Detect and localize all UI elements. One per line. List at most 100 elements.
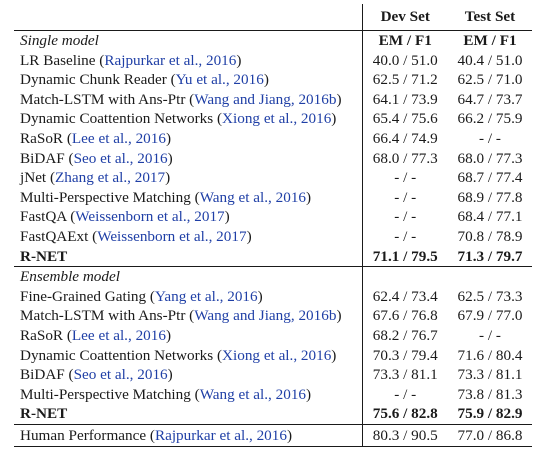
- model-cell: RaSoR (Lee et al., 2016): [20, 129, 172, 147]
- model-cell: Dynamic Coattention Networks (Xiong et a…: [20, 110, 337, 128]
- model-cell: Dynamic Coattention Networks (Xiong et a…: [20, 346, 337, 364]
- model-name: Multi-Perspective Matching: [20, 385, 191, 403]
- dev-score: 67.6 / 76.8: [361, 306, 448, 326]
- section-header-row: Single model EM / F1 EM / F1: [14, 29, 532, 51]
- dev-score: 75.6 / 82.8: [361, 404, 448, 425]
- model-name: Match-LSTM with Ans-Ptr: [20, 307, 186, 325]
- test-score: 62.5 / 71.0: [457, 71, 523, 89]
- dev-score: - / -: [361, 187, 448, 208]
- model-name: BiDAF: [20, 366, 65, 384]
- model-name: R-NET: [20, 247, 68, 265]
- dev-score: - / -: [361, 168, 448, 188]
- dev-score: 62.5 / 71.2: [361, 70, 448, 90]
- test-score: 68.4 / 77.1: [457, 208, 523, 226]
- model-name: Multi-Perspective Matching: [20, 188, 191, 206]
- model-name: BiDAF: [20, 149, 65, 167]
- model-name: Fine-Grained Gating: [20, 287, 147, 305]
- header-row: Dev Set Test Set: [14, 4, 532, 31]
- dev-score: 64.1 / 73.9: [361, 89, 448, 110]
- dev-score: 71.1 / 79.5: [361, 246, 448, 267]
- model-name: Human Performance: [20, 426, 147, 444]
- test-score: 77.0 / 86.8: [448, 423, 532, 447]
- citation-link: Xiong et al., 2016: [222, 110, 332, 128]
- test-score: 70.8 / 78.9: [457, 227, 523, 245]
- test-score: - / -: [479, 326, 501, 344]
- citation-link: Seo et al., 2016: [73, 149, 168, 167]
- dev-score: 40.0 / 51.0: [361, 50, 448, 71]
- model-cell: Match-LSTM with Ans-Ptr (Wang and Jiang,…: [20, 307, 342, 325]
- table-row: FastQAExt (Weissenborn et al., 2017) - / …: [14, 226, 532, 247]
- dev-empty-cell: [361, 266, 448, 287]
- model-cell: Dynamic Chunk Reader (Yu et al., 2016): [20, 71, 269, 89]
- dev-score: - / -: [361, 384, 448, 405]
- model-cell: Match-LSTM with Ans-Ptr (Wang and Jiang,…: [20, 90, 342, 108]
- test-score: 68.0 / 77.3: [457, 149, 523, 167]
- table-row: RaSoR (Lee et al., 2016) 66.4 / 74.9 - / -: [14, 128, 532, 149]
- dev-score: - / -: [361, 207, 448, 227]
- table-body: Single model EM / F1 EM / F1 LR Baseline (R…: [14, 29, 532, 447]
- model-cell: RaSoR (Lee et al., 2016): [20, 326, 172, 344]
- model-cell: R-NET: [14, 247, 362, 267]
- model-cell: Multi-Perspective Matching (Wang et al.,…: [20, 188, 312, 206]
- table-row: Multi-Perspective Matching (Wang et al.,…: [14, 384, 532, 405]
- table-row: BiDAF (Seo et al., 2016) 68.0 / 77.3 68.0 …: [14, 148, 532, 169]
- model-name: RaSoR: [20, 129, 64, 147]
- table-row: Dynamic Chunk Reader (Yu et al., 2016) 62…: [14, 70, 532, 90]
- results-table: Dev Set Test Set Single model EM / F1 EM /…: [14, 4, 532, 447]
- dev-score: 66.4 / 74.9: [361, 128, 448, 149]
- dev-score: 80.3 / 90.5: [361, 423, 448, 447]
- model-cell: BiDAF (Seo et al., 2016): [20, 149, 173, 167]
- model-name: RaSoR: [20, 326, 64, 344]
- test-score: 67.9 / 77.0: [457, 307, 523, 325]
- citation-link: Wang and Jiang, 2016b: [194, 90, 337, 108]
- dev-score: 70.3 / 79.4: [361, 345, 448, 366]
- table-row: Human Performance (Rajpurkar et al., 201…: [14, 423, 532, 447]
- model-cell: R-NET: [14, 404, 362, 424]
- citation-link: Rajpurkar et al., 2016: [104, 51, 237, 69]
- table-row: Dynamic Coattention Networks (Xiong et a…: [14, 345, 532, 366]
- dev-metric-label: EM / F1: [361, 29, 448, 51]
- citation-link: Wang and Jiang, 2016b: [194, 307, 337, 325]
- citation-link: Wang et al., 2016: [199, 385, 307, 403]
- citation-link: Yang et al., 2016: [154, 287, 258, 305]
- citation-link: Yu et al., 2016: [175, 71, 264, 89]
- test-empty-cell: [448, 266, 532, 287]
- model-name: Dynamic Coattention Networks: [20, 110, 214, 128]
- test-score: 68.7 / 77.4: [457, 169, 523, 187]
- model-cell: Human Performance (Rajpurkar et al., 201…: [14, 423, 362, 447]
- table-row: Multi-Perspective Matching (Wang et al.,…: [14, 187, 532, 208]
- citation-link: Lee et al., 2016: [71, 326, 166, 344]
- test-score: 66.2 / 75.9: [457, 110, 523, 128]
- test-score: 62.5 / 73.3: [457, 287, 523, 305]
- test-score: 75.9 / 82.9: [457, 405, 523, 423]
- model-cell: Multi-Perspective Matching (Wang et al.,…: [20, 385, 312, 403]
- test-score: - / -: [479, 129, 501, 147]
- model-name: jNet: [20, 169, 47, 187]
- table-row: BiDAF (Seo et al., 2016) 73.3 / 81.1 73.3 …: [14, 365, 532, 385]
- model-cell: FastQA (Weissenborn et al., 2017): [20, 208, 230, 226]
- test-score: 40.4 / 51.0: [457, 51, 523, 69]
- citation-link: Weissenborn et al., 2017: [97, 227, 247, 245]
- dev-score: 73.3 / 81.1: [361, 365, 448, 385]
- citation-link: Weissenborn et al., 2017: [75, 208, 225, 226]
- section-header-row: Ensemble model: [14, 266, 532, 287]
- model-name: FastQA: [20, 208, 67, 226]
- model-cell: jNet (Zhang et al., 2017): [20, 169, 171, 187]
- model-name: LR Baseline: [20, 51, 96, 69]
- model-name: Dynamic Coattention Networks: [20, 346, 214, 364]
- citation-link: Wang et al., 2016: [199, 188, 307, 206]
- dev-score: 68.0 / 77.3: [361, 148, 448, 169]
- header-test-set: Test Set: [464, 8, 516, 26]
- test-score: 68.9 / 77.8: [457, 188, 523, 206]
- test-score: 73.8 / 81.3: [457, 385, 523, 403]
- model-name: R-NET: [20, 405, 68, 423]
- table-row: Fine-Grained Gating (Yang et al., 2016) 6…: [14, 286, 532, 307]
- section-title: Single model: [14, 29, 362, 51]
- dev-score: 62.4 / 73.4: [361, 286, 448, 307]
- section-title: Ensemble model: [14, 266, 362, 287]
- citation-link: Seo et al., 2016: [73, 366, 168, 384]
- table-row: Match-LSTM with Ans-Ptr (Wang and Jiang,…: [14, 306, 532, 326]
- citation-link: Rajpurkar et al., 2016: [154, 426, 287, 444]
- dev-score: 65.4 / 75.6: [361, 109, 448, 129]
